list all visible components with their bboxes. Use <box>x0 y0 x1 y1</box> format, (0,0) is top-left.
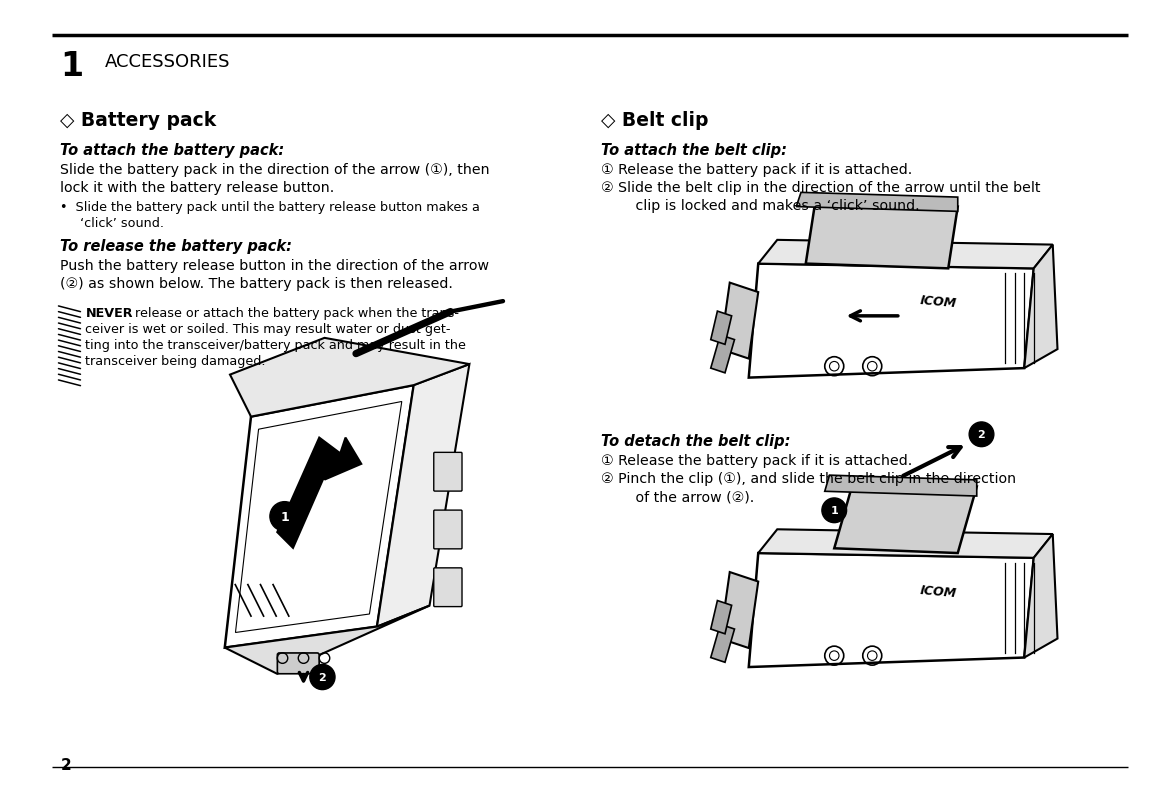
Text: ACCESSORIES: ACCESSORIES <box>105 53 230 71</box>
Text: To detach the belt clip:: To detach the belt clip: <box>601 434 791 449</box>
Text: ceiver is wet or soiled. This may result water or dust get-: ceiver is wet or soiled. This may result… <box>85 323 451 336</box>
Text: 1: 1 <box>280 510 288 524</box>
Polygon shape <box>797 193 958 212</box>
Text: To attach the battery pack:: To attach the battery pack: <box>60 143 285 157</box>
Text: 2: 2 <box>319 672 327 683</box>
Text: of the arrow (②).: of the arrow (②). <box>613 490 755 503</box>
FancyBboxPatch shape <box>434 453 462 491</box>
Text: NEVER: NEVER <box>85 307 133 320</box>
Text: ting into the transceiver/battery pack and may result in the: ting into the transceiver/battery pack a… <box>85 339 466 352</box>
Text: ① Release the battery pack if it is attached.: ① Release the battery pack if it is atta… <box>601 163 913 177</box>
FancyBboxPatch shape <box>434 511 462 549</box>
Polygon shape <box>277 438 362 548</box>
Text: 2: 2 <box>978 430 985 440</box>
Circle shape <box>969 422 994 447</box>
Text: transceiver being damaged.: transceiver being damaged. <box>85 354 266 368</box>
Text: clip is locked and makes a ‘click’ sound.: clip is locked and makes a ‘click’ sound… <box>613 198 920 213</box>
Polygon shape <box>834 482 977 553</box>
Polygon shape <box>711 312 732 345</box>
Polygon shape <box>711 625 735 662</box>
Polygon shape <box>749 264 1034 378</box>
Polygon shape <box>711 601 732 634</box>
Polygon shape <box>806 202 958 269</box>
Text: 1: 1 <box>60 50 84 83</box>
Text: ② Slide the belt clip in the direction of the arrow until the belt: ② Slide the belt clip in the direction o… <box>601 181 1041 194</box>
Polygon shape <box>758 241 1053 269</box>
Polygon shape <box>749 553 1034 667</box>
Text: ◇ Battery pack: ◇ Battery pack <box>60 111 216 130</box>
Circle shape <box>270 502 299 532</box>
Polygon shape <box>1025 245 1057 369</box>
Text: 2: 2 <box>60 757 71 772</box>
Polygon shape <box>711 336 735 373</box>
Polygon shape <box>758 530 1053 558</box>
Text: ◇ Belt clip: ◇ Belt clip <box>601 111 708 130</box>
Polygon shape <box>224 385 414 648</box>
Text: 1: 1 <box>830 506 839 516</box>
Text: ICOM: ICOM <box>920 294 957 310</box>
Text: Slide the battery pack in the direction of the arrow (①), then: Slide the battery pack in the direction … <box>60 163 490 177</box>
Polygon shape <box>720 573 758 648</box>
Polygon shape <box>230 338 470 417</box>
FancyBboxPatch shape <box>434 569 462 607</box>
Text: To attach the belt clip:: To attach the belt clip: <box>601 143 787 157</box>
Polygon shape <box>377 365 470 627</box>
Text: ② Pinch the clip (①), and slide the belt clip in the direction: ② Pinch the clip (①), and slide the belt… <box>601 471 1016 486</box>
FancyBboxPatch shape <box>277 653 319 674</box>
Text: ICOM: ICOM <box>920 583 957 599</box>
Circle shape <box>822 499 847 523</box>
Text: release or attach the battery pack when the trans-: release or attach the battery pack when … <box>131 307 459 320</box>
Text: •  Slide the battery pack until the battery release button makes a: • Slide the battery pack until the batte… <box>60 201 480 214</box>
Polygon shape <box>235 402 401 633</box>
Polygon shape <box>720 283 758 359</box>
Text: (②) as shown below. The battery pack is then released.: (②) as shown below. The battery pack is … <box>60 276 454 291</box>
Text: ① Release the battery pack if it is attached.: ① Release the battery pack if it is atta… <box>601 454 913 467</box>
Text: ‘click’ sound.: ‘click’ sound. <box>69 217 164 230</box>
Polygon shape <box>224 605 429 674</box>
Circle shape <box>309 665 335 690</box>
Text: Push the battery release button in the direction of the arrow: Push the battery release button in the d… <box>60 259 490 272</box>
Polygon shape <box>825 475 977 496</box>
Text: To release the battery pack:: To release the battery pack: <box>60 238 292 254</box>
Text: lock it with the battery release button.: lock it with the battery release button. <box>60 181 335 194</box>
Polygon shape <box>1025 534 1057 658</box>
